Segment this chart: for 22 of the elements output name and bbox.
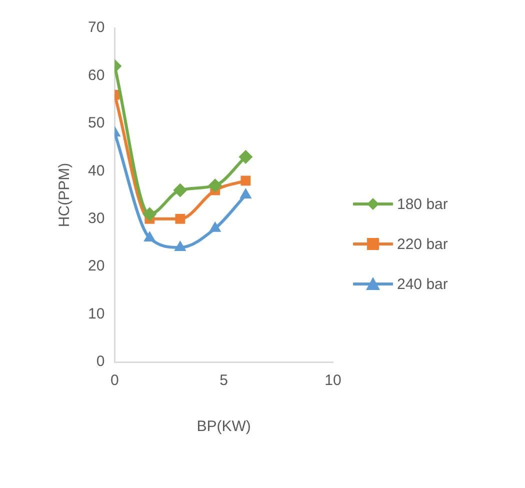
x-tick-label: 0 (110, 372, 119, 390)
y-tick-label: 60 (88, 66, 105, 84)
x-tick-label: 10 (324, 372, 342, 390)
point (175, 214, 186, 224)
legend-label: 240 bar (397, 276, 448, 292)
y-tick-label: 20 (88, 258, 105, 275)
y-tick-label: 50 (88, 114, 105, 132)
y-tick-label: 10 (88, 305, 105, 322)
point (173, 183, 188, 198)
y-tick-label: 0 (96, 353, 105, 370)
x-axis-title: BP(KW) (196, 418, 251, 436)
legend-label: 220 bar (397, 236, 448, 252)
legend-label: 180 bar (397, 196, 448, 212)
point (238, 150, 253, 164)
x-tick-label: 5 (220, 372, 228, 390)
y-tick-label: 30 (88, 210, 105, 227)
y-tick-label: 40 (88, 162, 105, 180)
y-axis-title: HC(PPM) (56, 162, 74, 228)
point (142, 207, 157, 222)
point (208, 178, 222, 192)
point (240, 176, 251, 186)
y-tick-label: 70 (88, 19, 105, 36)
